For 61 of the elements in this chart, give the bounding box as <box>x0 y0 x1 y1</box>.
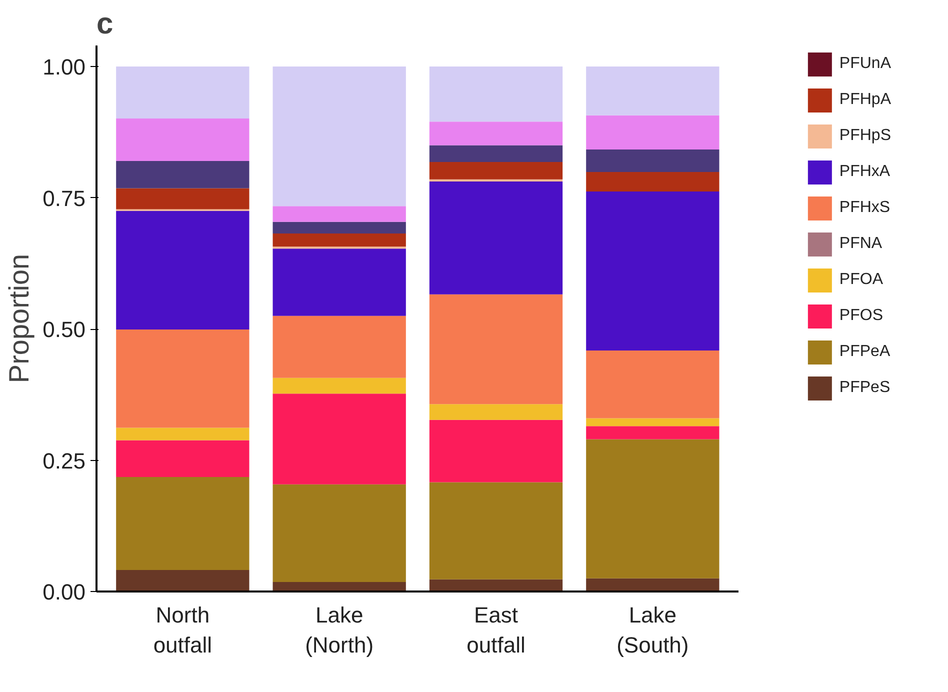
y-tick-label: 0.00 <box>42 580 86 604</box>
bar <box>586 66 720 116</box>
bar <box>586 149 720 172</box>
bar <box>586 439 720 578</box>
legend-label: PFPeS <box>839 379 890 397</box>
bar <box>116 66 250 118</box>
x-tick-label: East outfall <box>466 602 526 658</box>
bar <box>272 394 406 484</box>
bar <box>272 222 406 234</box>
y-tick-label: 0.50 <box>42 317 86 342</box>
bar <box>116 188 250 210</box>
bar <box>586 172 720 192</box>
bar <box>116 161 250 188</box>
x-tick-label: Lake (South) <box>616 602 689 658</box>
bar <box>116 440 250 478</box>
bar <box>429 181 563 294</box>
bar <box>272 206 406 222</box>
y-tick-label: 1.00 <box>42 54 86 80</box>
legend-label: PFHpS <box>839 127 891 145</box>
x-tick-label: Lake (North) <box>305 602 374 658</box>
chart-title: c <box>96 8 114 40</box>
y-tick-label: 0.75 <box>42 186 86 211</box>
legend-label: PFHxS <box>839 199 890 217</box>
bar <box>272 582 406 592</box>
bar <box>586 578 720 592</box>
legend-label: PFOS <box>839 307 883 325</box>
bar <box>429 122 563 146</box>
bar <box>272 316 406 378</box>
bar <box>586 426 720 440</box>
bar <box>116 477 250 570</box>
bar <box>429 162 563 180</box>
legend-label: PFOA <box>839 271 883 289</box>
bar <box>272 66 406 206</box>
bar <box>586 418 720 426</box>
legend-label: PFHxA <box>839 163 890 181</box>
bar <box>429 66 563 122</box>
bar <box>586 115 720 150</box>
bar <box>429 145 563 162</box>
bar <box>272 378 406 394</box>
bar <box>586 350 720 418</box>
legend-label: PFNA <box>839 235 882 253</box>
bar <box>116 118 250 161</box>
bar <box>116 330 250 428</box>
bar <box>429 482 563 580</box>
bar <box>272 233 406 247</box>
bar <box>429 404 563 420</box>
y-axis-title: Proportion <box>4 254 35 384</box>
bar <box>116 210 250 330</box>
bar <box>429 294 563 404</box>
bar <box>272 484 406 582</box>
legend-label: PFPeA <box>839 343 890 361</box>
bar <box>116 570 250 592</box>
legend-label: PFUnA <box>839 55 891 73</box>
x-tick-label: North outfall <box>153 602 212 658</box>
bar <box>586 191 720 351</box>
bar <box>272 248 406 316</box>
bar <box>429 420 563 482</box>
legend-label: PFHpA <box>839 91 891 109</box>
y-tick-label: 0.25 <box>42 448 86 474</box>
bar <box>116 428 250 440</box>
bar <box>429 579 563 592</box>
